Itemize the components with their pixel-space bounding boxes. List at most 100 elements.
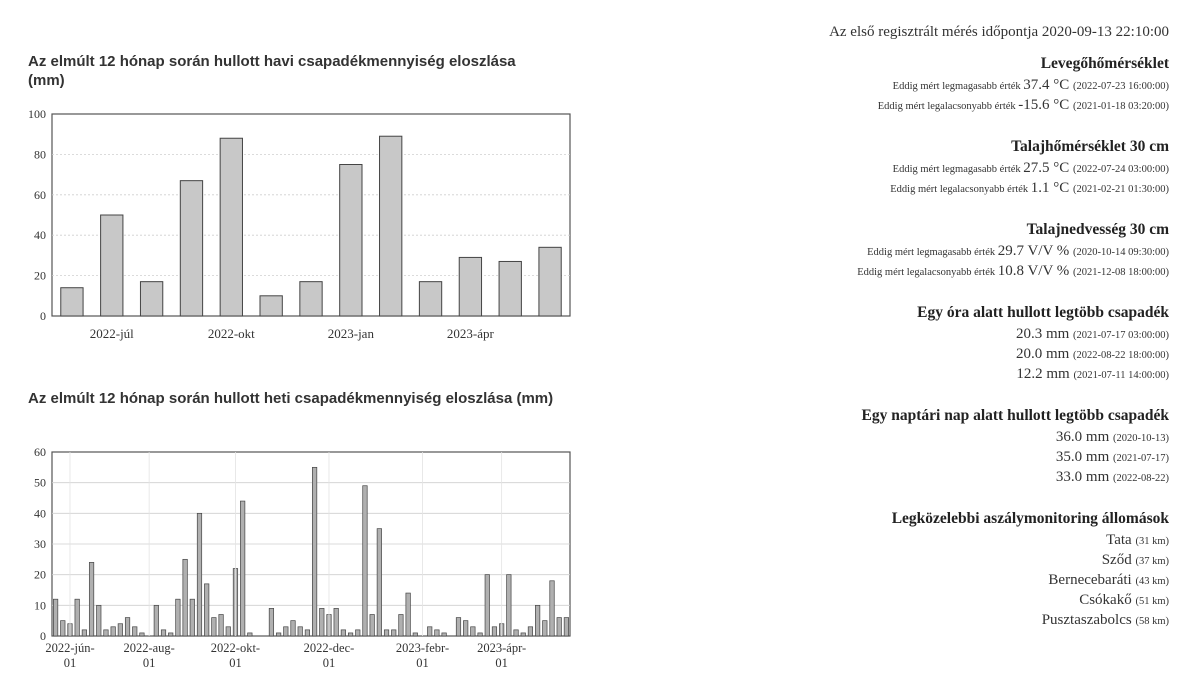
bar [139, 281, 164, 317]
y-tick-label: 100 [28, 107, 46, 121]
bar [81, 629, 87, 637]
stat-timestamp: (58 km) [1135, 616, 1169, 627]
x-tick-label-line2: 01 [229, 656, 242, 670]
bar [196, 512, 203, 637]
stat-section-title: Egy naptári nap alatt hullott legtöbb cs… [861, 407, 1169, 424]
bar [218, 614, 224, 637]
bar [556, 617, 562, 637]
stat-row: Eddig mért legmagasabb érték 29.7 V/V % … [699, 242, 1169, 262]
y-tick-label: 60 [34, 188, 46, 202]
x-tick-label: 2022-okt- [211, 641, 260, 655]
bar [160, 629, 167, 637]
bar [110, 626, 116, 637]
bar [312, 466, 318, 637]
stat-timestamp: (2021-12-08 18:00:00) [1073, 267, 1169, 278]
stat-timestamp: (37 km) [1135, 556, 1169, 567]
bar [369, 614, 375, 637]
bar [117, 623, 123, 637]
stat-value: 33.0 mm [1055, 469, 1113, 485]
x-tick-label: 2022-aug- [123, 641, 174, 655]
stat-row: Eddig mért legmagasabb érték 27.5 °C (20… [699, 159, 1169, 179]
bar [88, 562, 95, 637]
stat-row: 33.0 mm (2022-08-22) [699, 468, 1169, 488]
stat-section: Talajnedvesség 30 cm Eddig mért legmagasa… [699, 221, 1169, 282]
x-tick-label: 2023-jan [328, 326, 375, 341]
stat-value: Sződ [1101, 552, 1136, 568]
stat-timestamp: (2020-10-14 09:30:00) [1073, 247, 1169, 258]
bar [240, 500, 246, 637]
bar [362, 485, 368, 637]
bar [304, 629, 310, 637]
stat-timestamp: (2021-07-11 14:00:00) [1073, 370, 1169, 381]
bar [477, 632, 483, 637]
y-tick-label: 80 [34, 147, 46, 161]
y-tick-label: 40 [34, 506, 46, 520]
y-tick-label: 0 [40, 629, 46, 643]
bar [383, 629, 390, 637]
bar [247, 632, 253, 637]
stat-value: 35.0 mm [1055, 449, 1113, 465]
stat-row: Csókakő (51 km) [699, 591, 1169, 611]
bar [506, 574, 512, 637]
stat-row: 20.0 mm (2022-08-22 18:00:00) [699, 345, 1169, 365]
bar [225, 626, 231, 637]
bar [132, 626, 138, 637]
stat-row: Tata (31 km) [699, 531, 1169, 551]
bar [355, 629, 361, 637]
x-tick-label: 2023-febr- [396, 641, 449, 655]
stat-section: Egy óra alatt hullott legtöbb csapadék 20… [699, 304, 1169, 385]
stat-value: 12.2 mm [1016, 366, 1074, 382]
bar [379, 135, 403, 317]
stat-value: Bernecebaráti [1048, 572, 1136, 588]
bar [179, 180, 204, 317]
bar [96, 604, 102, 637]
stat-section: Talajhőmérséklet 30 cm Eddig mért legmaga… [699, 138, 1169, 199]
statistics-sections: Levegőhőmérséklet Eddig mért legmagasabb … [699, 55, 1169, 631]
stat-timestamp: (31 km) [1135, 536, 1169, 547]
weekly-precipitation-chart: 01020304050602022-jún-012022-aug-012022-… [34, 445, 571, 670]
stat-row: Pusztaszabolcs (58 km) [699, 611, 1169, 631]
bar [139, 632, 145, 637]
bar [398, 614, 404, 637]
bar [297, 626, 303, 637]
bar [319, 608, 325, 637]
bar [405, 592, 411, 637]
bar [563, 617, 569, 637]
bar [60, 287, 84, 317]
stat-timestamp: (51 km) [1135, 596, 1169, 607]
stat-section-title: Talajhőmérséklet 30 cm [1011, 138, 1169, 155]
y-tick-label: 0 [40, 309, 46, 323]
bar [290, 620, 296, 637]
bar [513, 629, 519, 637]
stat-value: 29.7 V/V % [997, 243, 1074, 259]
bar [100, 214, 124, 317]
bar [339, 164, 363, 317]
stat-label: Eddig mért legmagasabb érték [892, 81, 1024, 92]
x-tick-label-line2: 01 [416, 656, 429, 670]
bar [498, 260, 522, 317]
station-statistics-panel: Az első regisztrált mérés időpontja 2020… [699, 24, 1169, 653]
stat-timestamp: (2022-08-22) [1113, 473, 1169, 484]
y-tick-label: 20 [34, 269, 46, 283]
stat-value: 20.0 mm [1015, 346, 1074, 362]
bar [53, 598, 59, 637]
first-measurement-text: Az első regisztrált mérés időpontja 2020… [829, 24, 1169, 40]
monthly-chart-title: Az elmúlt 12 hónap során hullott havi cs… [28, 53, 516, 89]
stat-value: 20.3 mm [1015, 326, 1074, 342]
bar [74, 598, 80, 637]
bar [376, 528, 382, 637]
bar [463, 620, 469, 637]
bar [103, 629, 109, 637]
stat-row: 35.0 mm (2021-07-17) [699, 448, 1169, 468]
bar [491, 626, 498, 637]
x-tick-label: 2023-ápr [447, 326, 495, 341]
bar [153, 604, 159, 637]
bar [427, 626, 433, 637]
x-tick-label: 2022-jún- [45, 641, 94, 655]
y-tick-label: 30 [34, 537, 46, 551]
stat-value: 27.5 °C [1023, 160, 1074, 176]
bar [182, 558, 188, 637]
stat-timestamp: (43 km) [1135, 576, 1169, 587]
bar [412, 632, 418, 637]
bar [418, 281, 443, 317]
